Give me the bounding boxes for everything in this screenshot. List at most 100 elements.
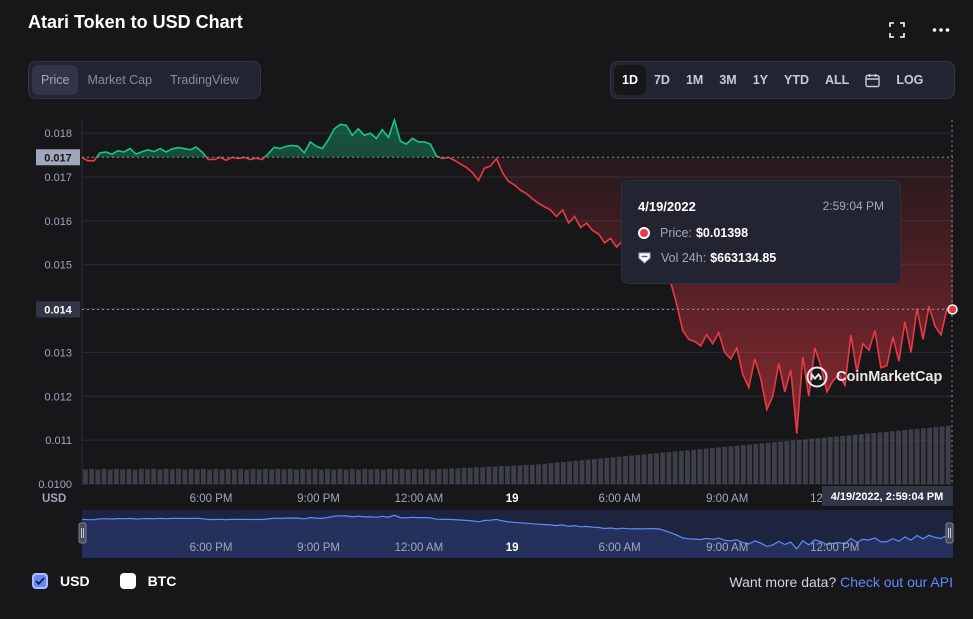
volume-bar (418, 469, 424, 484)
volume-bar (505, 466, 510, 484)
navigator-tick-label: 19 (506, 542, 519, 554)
volume-bar (852, 434, 858, 484)
navigator-tick-label: 6:00 AM (599, 542, 641, 554)
x-tick-label: 9:00 PM (297, 493, 340, 505)
volume-bar (846, 435, 852, 484)
volume-bar (927, 427, 932, 484)
volume-bar (747, 444, 752, 484)
volume-bar (436, 468, 442, 484)
volume-bar (207, 469, 212, 484)
volume-bar (759, 443, 765, 484)
chart-tooltip: 4/19/2022 2:59:04 PM Price: $0.01398 Vol… (621, 180, 901, 284)
usd-checkbox[interactable] (32, 573, 48, 589)
range-ytd[interactable]: YTD (784, 73, 810, 87)
volume-bar (734, 445, 740, 484)
volume-bar (287, 468, 293, 484)
coinmarketcap-logo-icon (806, 366, 828, 388)
volume-bar (678, 450, 684, 484)
volume-bar (821, 437, 827, 484)
price-chart[interactable]: 0.0100 0.011 0.012 0.013 0.014 0.015 0.016 0.01… (0, 110, 973, 565)
volume-bar (728, 446, 734, 484)
tab-market-cap[interactable]: Market Cap (87, 73, 153, 87)
volume-bar (300, 468, 306, 484)
navigator-handle[interactable] (945, 522, 954, 544)
volume-bar (225, 468, 231, 484)
navigator-tick-label: 9:00 PM (297, 542, 340, 554)
volume-bar (318, 469, 324, 484)
range-1y[interactable]: 1Y (752, 73, 769, 87)
volume-bar (263, 468, 268, 484)
volume-bar (95, 469, 101, 484)
volume-bar (796, 439, 802, 484)
volume-bar (635, 455, 641, 484)
volume-bar (312, 468, 318, 484)
volume-bar (200, 468, 206, 484)
y-tick-label: 0.015 (44, 260, 72, 272)
calendar-icon[interactable] (857, 65, 888, 95)
x-tick-label: 12:00 AM (395, 493, 444, 505)
volume-bar (374, 468, 380, 484)
tab-price[interactable]: Price (32, 65, 79, 95)
volume-bar (840, 435, 846, 484)
reference-price-tag (36, 149, 80, 166)
tab-tradingview[interactable]: TradingView (170, 73, 239, 87)
legend-usd[interactable]: USD (32, 573, 90, 589)
volume-bar (405, 469, 411, 484)
fullscreen-icon[interactable] (887, 20, 907, 40)
volume-bar (610, 457, 616, 484)
volume-bar (616, 456, 622, 484)
volume-bar (498, 466, 504, 484)
volume-bar (275, 468, 281, 484)
volume-bar (703, 448, 709, 484)
legend-btc[interactable]: BTC (119, 573, 177, 589)
volume-bar (902, 430, 908, 484)
volume-bar (387, 468, 392, 484)
volume-bar (132, 469, 138, 484)
volume-bar (256, 469, 262, 484)
api-link[interactable]: Check out our API (840, 574, 953, 590)
volume-bar (641, 454, 647, 484)
volume-bar (803, 439, 808, 484)
volume-bar (89, 468, 95, 484)
range-log[interactable]: LOG (896, 73, 924, 87)
volume-bar (654, 453, 659, 484)
tooltip-volume-row: Vol 24h: $663134.85 (638, 251, 776, 265)
volume-bar (443, 468, 448, 484)
legend-btc-label: BTC (147, 573, 177, 589)
x-tick-label: 6:00 AM (599, 493, 641, 505)
volume-bar (474, 467, 479, 484)
volume-bar (424, 468, 430, 484)
navigator-tick-label: 12:00 PM (810, 542, 859, 554)
volume-bar (138, 468, 144, 484)
tooltip-price-label: Price: (660, 226, 692, 240)
volume-bar (672, 451, 678, 484)
tooltip-volume-label: Vol 24h: (661, 251, 707, 265)
volume-bar (517, 465, 523, 484)
range-1d[interactable]: 1D (614, 65, 646, 95)
volume-bar (83, 469, 88, 484)
volume-bar (331, 469, 337, 484)
range-3m[interactable]: 3M (719, 73, 737, 87)
btc-checkbox[interactable] (119, 573, 136, 589)
volume-bar (933, 427, 939, 484)
crosshair-date-label: 4/19/2022, 2:59:04 PM (831, 491, 944, 503)
volume-bar (486, 466, 492, 484)
volume-bar (151, 468, 157, 484)
range-all[interactable]: ALL (825, 73, 850, 87)
volume-bar (585, 459, 591, 484)
y-tick-label: 0.017 (44, 172, 72, 184)
volume-bar (393, 469, 399, 484)
navigator-handle[interactable] (78, 522, 87, 544)
navigator-line (81, 514, 954, 550)
volume-bar (920, 428, 926, 484)
volume-bar (908, 429, 914, 484)
range-1m[interactable]: 1M (685, 73, 704, 87)
range-7d[interactable]: 7D (653, 73, 670, 87)
current-price-label: 0.014 (44, 304, 72, 316)
more-dots-icon[interactable] (931, 20, 951, 40)
range-tabs: 1D 7D 1M 3M 1Y YTD ALL LOG (610, 61, 955, 99)
volume-bar (523, 464, 529, 484)
volume-bar (685, 450, 690, 484)
volume-bar (430, 469, 436, 484)
volume-bar (306, 469, 312, 484)
